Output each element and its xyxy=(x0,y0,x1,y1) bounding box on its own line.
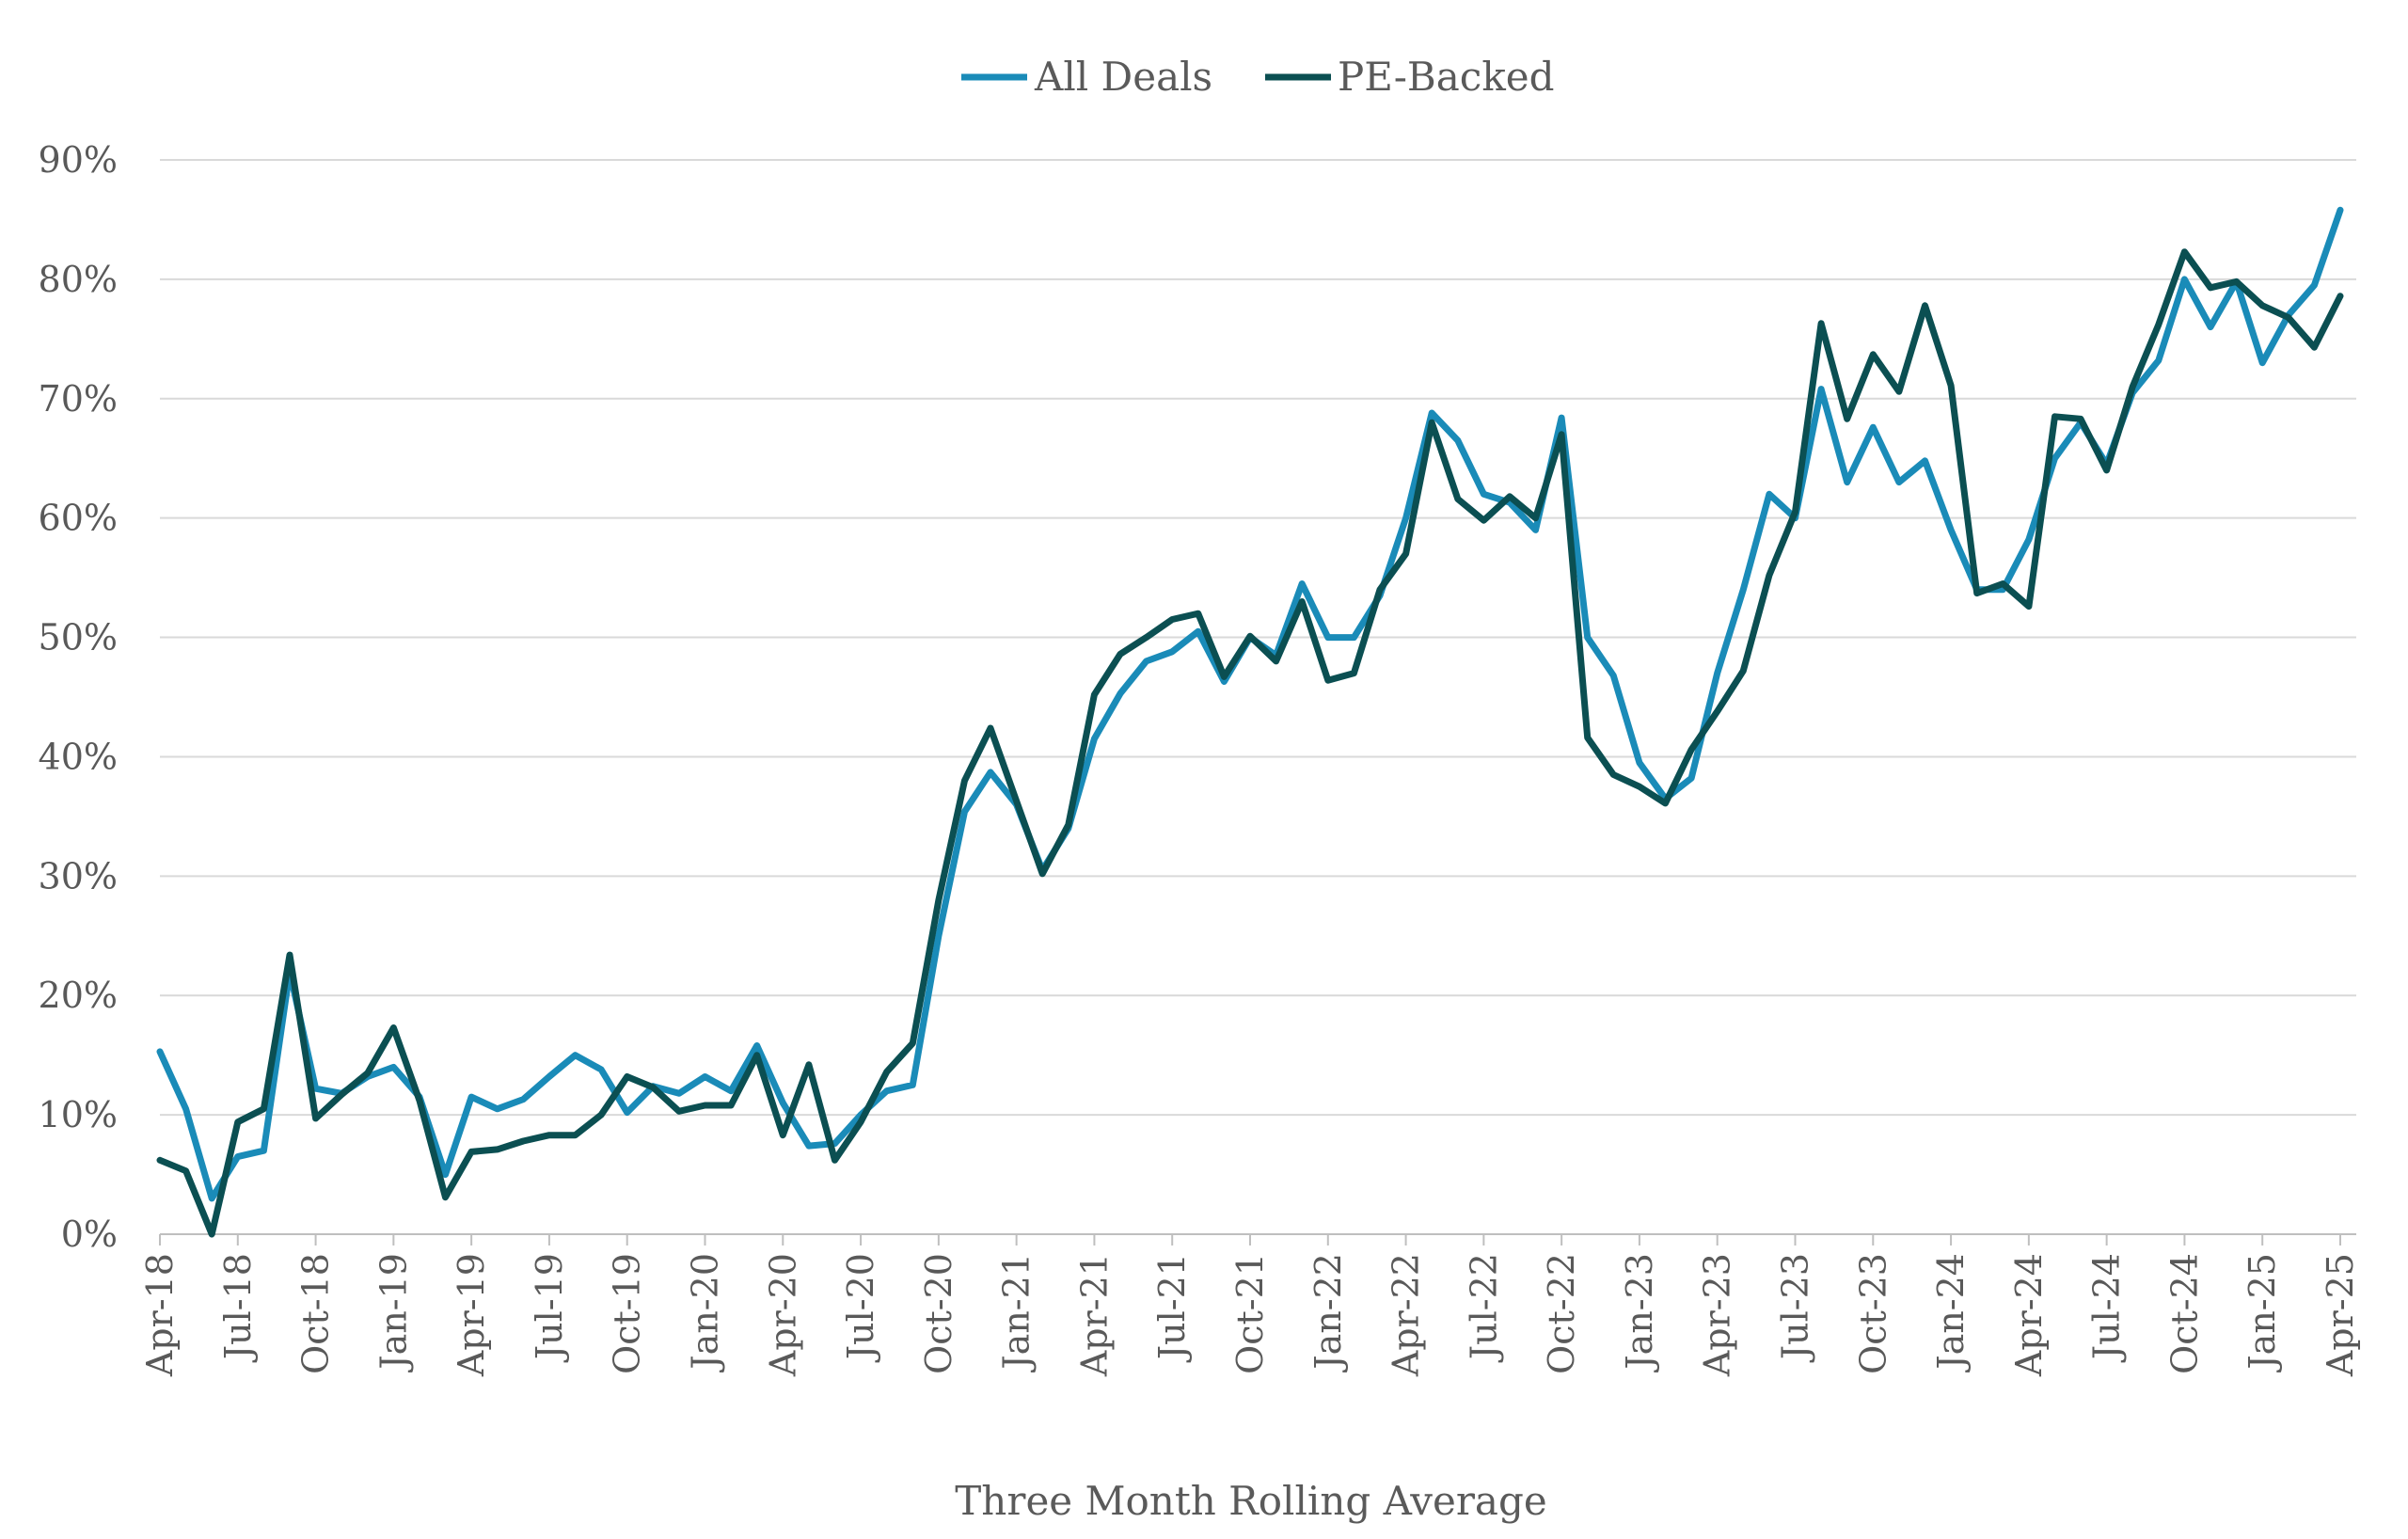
x-axis: Apr-18 Jul-18 Oct-18 Jan-19 Apr-19 Jul-19 Oct-… xyxy=(139,1233,2361,1377)
x-tick-label: Oct-18 xyxy=(295,1253,337,1374)
x-tick-label: Apr-22 xyxy=(1386,1253,1427,1377)
x-axis-title: Three Month Rolling Average xyxy=(955,1478,1546,1524)
x-tick-label: Oct-19 xyxy=(607,1253,648,1374)
y-axis-tick-labels: 0% 10% 20% 30% 40% 50% 60% 70% 80% 90% xyxy=(39,139,118,1255)
x-tick-label: Oct-21 xyxy=(1229,1253,1271,1374)
y-tick-label: 60% xyxy=(39,498,118,539)
y-tick-label: 80% xyxy=(39,259,118,300)
x-tick-label: Jul-24 xyxy=(2086,1253,2128,1363)
y-tick-label: 20% xyxy=(39,975,118,1016)
x-tick-label: Apr-18 xyxy=(139,1253,181,1377)
x-tick-label: Jan-21 xyxy=(996,1253,1038,1373)
x-tick-label: Jul-21 xyxy=(1151,1253,1193,1363)
legend-label-all-deals: All Deals xyxy=(1034,54,1212,100)
gridlines xyxy=(160,159,2356,1117)
x-tick-label: Jul-18 xyxy=(217,1253,259,1363)
x-tick-label: Jan-19 xyxy=(372,1253,414,1373)
y-tick-label: 0% xyxy=(61,1214,118,1255)
series-line-pe-backed xyxy=(156,248,2344,1238)
x-tick-label: Apr-20 xyxy=(762,1253,803,1377)
y-tick-label: 90% xyxy=(39,139,118,181)
x-tick-label: Oct-20 xyxy=(918,1253,959,1374)
y-tick-label: 30% xyxy=(39,855,118,896)
x-tick-label: Jan-22 xyxy=(1307,1253,1349,1373)
legend: All Deals PE-Backed xyxy=(961,54,1555,100)
x-tick-label: Jul-19 xyxy=(529,1253,570,1363)
x-tick-label: Jul-22 xyxy=(1463,1253,1504,1363)
x-tick-label: Apr-23 xyxy=(1697,1253,1738,1377)
x-tick-label: Jan-20 xyxy=(685,1253,726,1373)
legend-label-pe-backed: PE-Backed xyxy=(1338,54,1555,100)
series-line-all-deals xyxy=(156,206,2344,1202)
x-tick-label: Oct-24 xyxy=(2163,1253,2205,1374)
x-tick-label: Apr-21 xyxy=(1073,1253,1115,1377)
y-tick-label: 10% xyxy=(39,1094,118,1135)
x-tick-label: Jan-24 xyxy=(1930,1253,1972,1373)
y-tick-label: 70% xyxy=(39,378,118,420)
y-tick-label: 50% xyxy=(39,617,118,658)
x-tick-label: Apr-19 xyxy=(451,1253,492,1377)
x-tick-label: Apr-25 xyxy=(2320,1253,2361,1377)
x-tick-label: Jul-20 xyxy=(840,1253,881,1363)
x-tick-label: Jul-23 xyxy=(1775,1253,1816,1363)
x-tick-label: Jan-23 xyxy=(1619,1253,1660,1373)
y-tick-label: 40% xyxy=(39,736,118,777)
x-tick-label: Oct-22 xyxy=(1541,1253,1582,1374)
x-tick-label: Jan-25 xyxy=(2242,1253,2283,1373)
x-tick-label: Oct-23 xyxy=(1852,1253,1893,1374)
series-lines xyxy=(156,206,2344,1238)
x-tick-label: Apr-24 xyxy=(2008,1253,2050,1377)
